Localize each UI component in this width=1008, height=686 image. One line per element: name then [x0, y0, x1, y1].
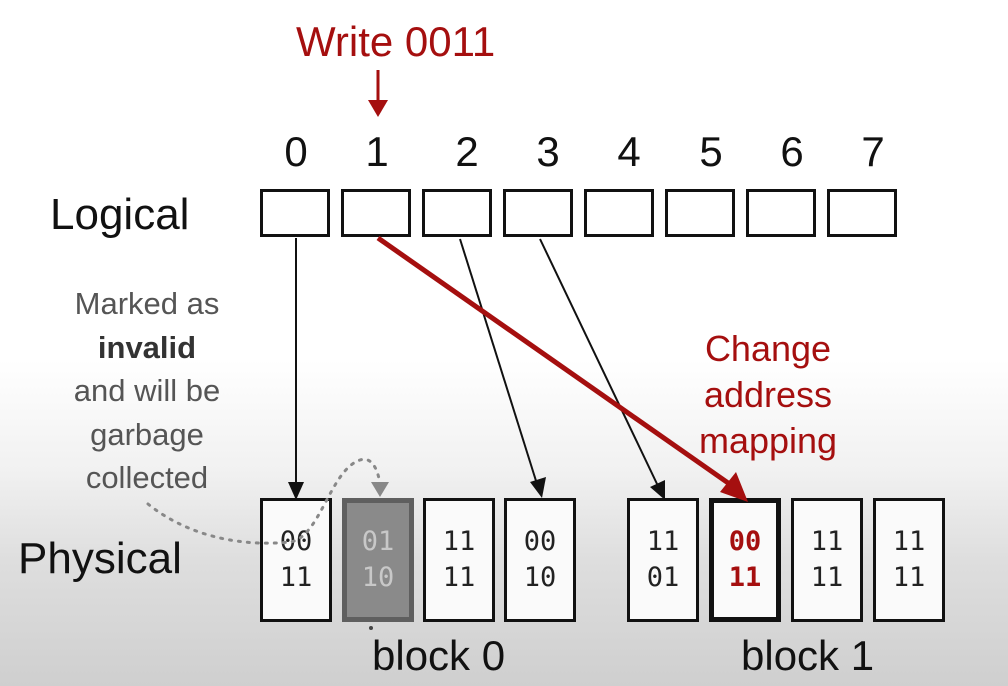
physical-page-b0-2: 11 11 — [423, 498, 495, 622]
logical-index-0: 0 — [284, 128, 308, 175]
logical-index-5: 5 — [699, 128, 723, 175]
page-bits-top: 11 — [810, 526, 844, 557]
physical-page-b1-2: 11 11 — [791, 498, 863, 622]
page-bits-bottom: 11 — [892, 562, 926, 593]
page-bits-bottom: 11 — [728, 562, 762, 593]
write-arrowhead — [368, 100, 388, 117]
physical-page-b1-0: 11 01 — [627, 498, 699, 622]
page-bits-bottom: 10 — [361, 562, 395, 593]
invalid-pointer-curve — [146, 457, 382, 545]
remap-arrow-1 — [376, 235, 733, 488]
note-line-3: and will be — [73, 373, 221, 408]
tick-mark — [369, 626, 373, 630]
note-line-1: Marked as — [74, 286, 220, 321]
logical-cell-6 — [746, 189, 816, 237]
page-bits-top: 11 — [442, 526, 476, 557]
physical-page-b0-1-invalid: 01 10 — [342, 498, 414, 622]
block-0-label: block 0 — [372, 632, 506, 679]
page-bits-bottom: 11 — [810, 562, 844, 593]
page-bits-bottom: 01 — [646, 562, 680, 593]
logical-cell-5 — [665, 189, 735, 237]
logical-index-4: 4 — [617, 128, 641, 175]
map-arrowhead-3 — [650, 480, 665, 500]
page-bits-bottom: 11 — [279, 562, 313, 593]
map-arrowhead-0 — [288, 482, 304, 500]
block-1-label: block 1 — [741, 632, 875, 679]
map-arrow-2 — [459, 238, 538, 485]
logical-cell-3 — [503, 189, 573, 237]
note-invalid-word: invalid — [97, 329, 197, 365]
logical-cell-2 — [422, 189, 492, 237]
physical-page-b0-3: 00 10 — [504, 498, 576, 622]
note-line-5: collected — [85, 460, 209, 495]
change-line-2: address — [703, 374, 833, 415]
change-line-1: Change — [704, 328, 832, 369]
page-bits-top: 01 — [361, 526, 395, 557]
page-bits-top: 11 — [892, 526, 926, 557]
logical-cell-4 — [584, 189, 654, 237]
remap-arrowhead-1 — [720, 472, 748, 502]
note-line-4: garbage — [90, 416, 204, 452]
map-arrowhead-2 — [530, 477, 546, 498]
page-bits-top: 00 — [728, 526, 762, 557]
physical-page-b1-1-updated: 00 11 — [709, 498, 781, 622]
change-mapping-label: Change address mapping — [668, 326, 868, 464]
logical-cell-0 — [260, 189, 330, 237]
logical-row-label: Logical — [50, 190, 190, 239]
page-bits-top: 00 — [523, 526, 557, 557]
logical-cell-7 — [827, 189, 897, 237]
write-operation-label: Write 0011 — [296, 18, 496, 65]
physical-row-label: Physical — [18, 534, 182, 583]
invalid-pointer-arrowhead — [371, 482, 389, 497]
invalid-note: Marked as invalid and will be garbage co… — [40, 282, 254, 500]
logical-cell-1 — [341, 189, 411, 237]
page-bits-bottom: 11 — [442, 562, 476, 593]
logical-index-2: 2 — [455, 128, 479, 175]
logical-index-7: 7 — [861, 128, 885, 175]
map-arrow-3 — [539, 238, 659, 487]
page-bits-top: 11 — [646, 526, 680, 557]
page-bits-bottom: 10 — [523, 562, 557, 593]
physical-page-b1-3: 11 11 — [873, 498, 945, 622]
change-line-3: mapping — [698, 420, 838, 461]
logical-index-3: 3 — [536, 128, 560, 175]
logical-index-1: 1 — [365, 128, 389, 175]
logical-index-6: 6 — [780, 128, 804, 175]
